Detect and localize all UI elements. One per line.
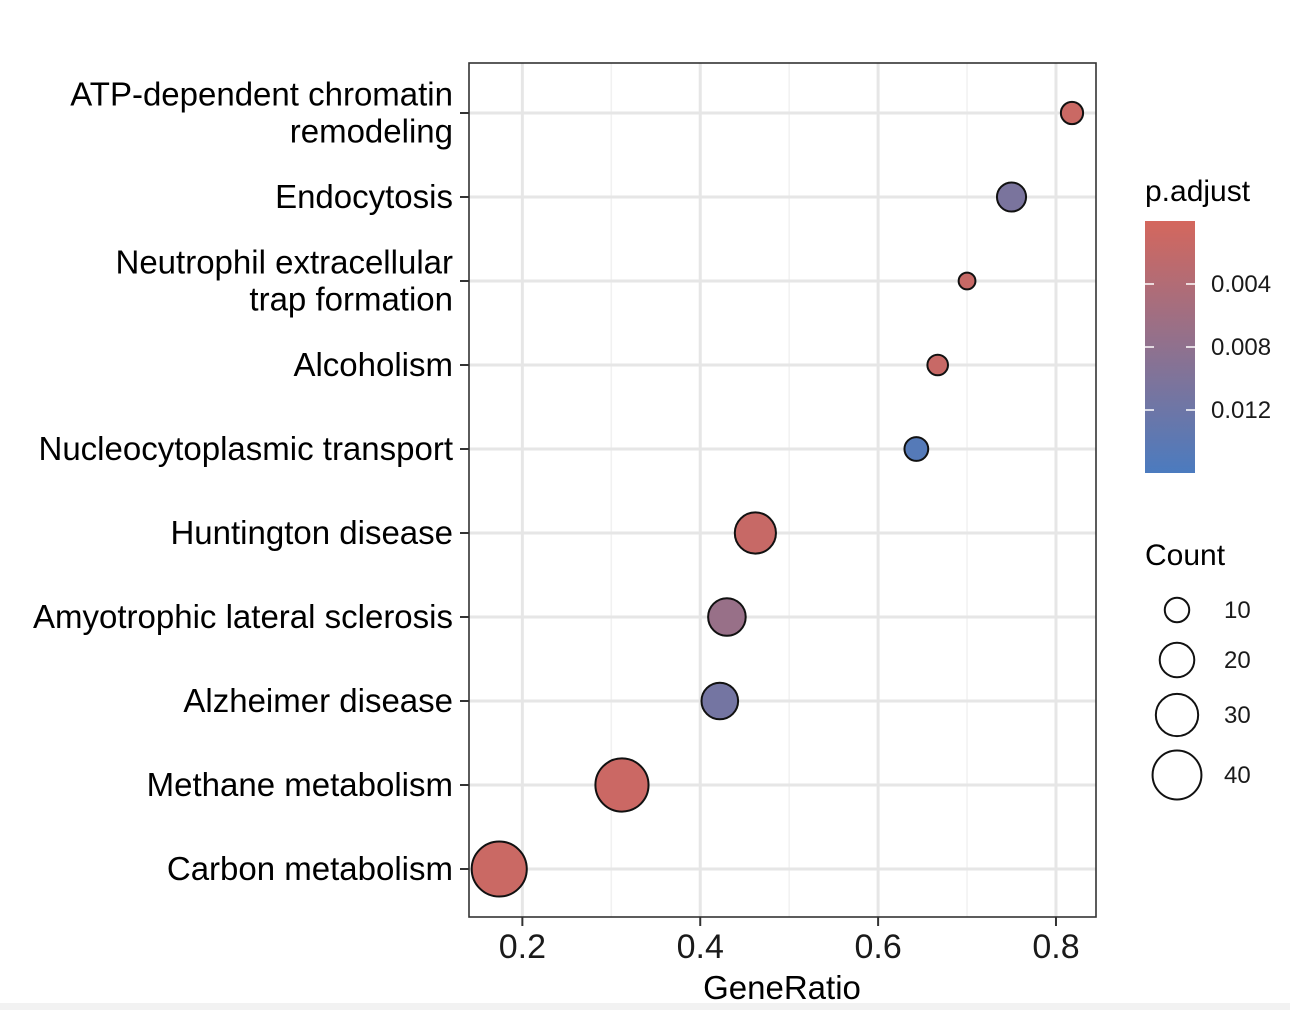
- data-point: [995, 181, 1028, 213]
- data-point: [903, 436, 930, 462]
- x-axis: 0.2 0.4 0.6 0.8: [499, 917, 1080, 966]
- size-legend-label: 10: [1224, 597, 1251, 624]
- size-legend-label: 20: [1224, 647, 1251, 674]
- colorbar-tick-label: 0.004: [1211, 271, 1271, 298]
- data-point: [470, 840, 528, 898]
- size-legend-label: 30: [1224, 702, 1251, 729]
- panel-border: [468, 62, 1097, 918]
- size-legend-circle: [1163, 596, 1191, 624]
- y-tick-label: ATP-dependent chromatin: [70, 76, 453, 113]
- color-legend-title: p.adjust: [1145, 175, 1251, 208]
- x-tick-label: 0.2: [499, 928, 546, 966]
- size-legend-title: Count: [1145, 539, 1226, 572]
- x-tick-label: 0.6: [854, 928, 901, 966]
- data-point: [926, 353, 949, 377]
- colorbar-tick-label: 0.008: [1211, 334, 1271, 361]
- colorbar-ticks: 0.004 0.008 0.012: [1145, 271, 1271, 424]
- x-tick-label: 0.8: [1032, 928, 1079, 966]
- y-tick-label: Endocytosis: [275, 178, 453, 215]
- y-tick-label: Methane metabolism: [147, 766, 453, 803]
- y-tick-label: Huntington disease: [170, 514, 453, 551]
- y-tick-label: remodeling: [290, 113, 453, 150]
- data-point: [700, 681, 740, 721]
- data-point: [957, 271, 977, 291]
- y-tick-label: Alcoholism: [293, 346, 453, 383]
- x-tick-label: 0.4: [677, 928, 724, 966]
- data-point: [1059, 100, 1085, 126]
- data-point: [707, 597, 747, 637]
- size-legend-circle: [1151, 749, 1203, 801]
- size-legend: Count 10 20 30 40: [1145, 539, 1251, 801]
- x-axis-title: GeneRatio: [703, 969, 861, 1006]
- size-legend-circle: [1154, 692, 1200, 738]
- point-layer: [470, 100, 1085, 898]
- bottom-strip: [0, 1003, 1290, 1010]
- y-tick-label: Carbon metabolism: [167, 850, 453, 887]
- size-legend-items: 10 20 30 40: [1151, 596, 1251, 801]
- colorbar-tick-label: 0.012: [1211, 397, 1271, 424]
- y-tick-label: Nucleocytoplasmic transport: [39, 430, 454, 467]
- color-legend: p.adjust 0.004 0.008 0.012: [1145, 175, 1271, 473]
- y-tick-label: Alzheimer disease: [183, 682, 453, 719]
- size-legend-circle: [1158, 641, 1196, 679]
- y-tick-label: Neutrophil extracellular: [116, 244, 454, 281]
- data-point: [594, 757, 650, 813]
- y-tick-label: trap formation: [249, 281, 453, 318]
- grid-layer: [469, 63, 1096, 917]
- data-point: [733, 511, 777, 555]
- y-tick-label: Amyotrophic lateral sclerosis: [33, 598, 453, 635]
- size-legend-label: 40: [1224, 762, 1251, 789]
